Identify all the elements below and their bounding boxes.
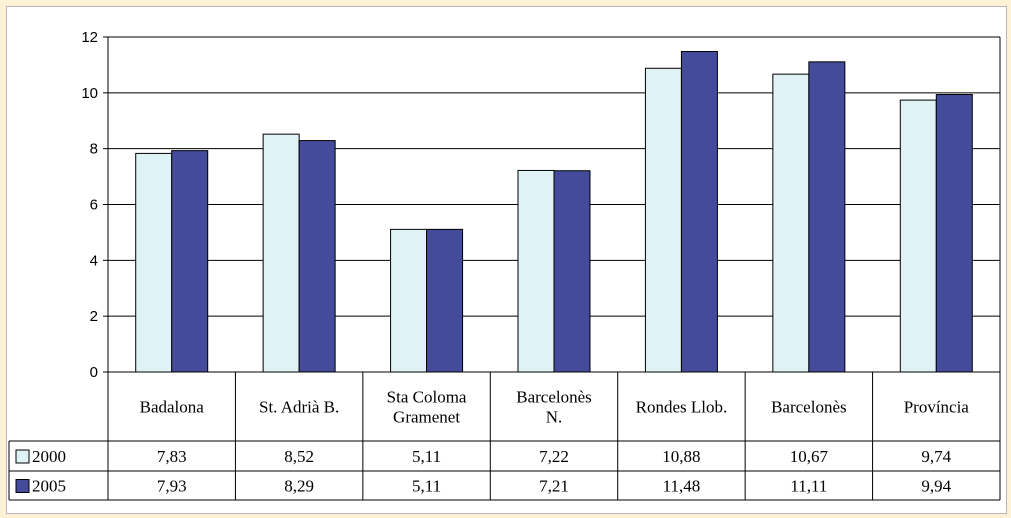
y-tick-label-0: 0 (90, 364, 98, 381)
y-tick-label-2: 4 (90, 252, 98, 269)
data-label-2005-1: 8,29 (284, 477, 314, 496)
data-label-2000-5: 10,67 (790, 447, 829, 466)
bar-2005-3 (553, 170, 591, 373)
legend-key-2000 (15, 449, 30, 464)
data-label-2000-1: 8,52 (284, 447, 314, 466)
category-label-1: St. Adrià B. (259, 398, 339, 417)
legend-label-2005: 2005 (32, 477, 66, 496)
bar-2000-0 (135, 152, 173, 373)
bar-chart: 0 2 4 6 8 10 12 Badalona St. Adrià B. Sta ColomaG… (8, 29, 1001, 501)
category-label-6: Província (904, 398, 970, 417)
y-tick-label-1: 2 (90, 308, 98, 325)
y-tick-label-6: 12 (81, 29, 98, 46)
bar-2000-4 (644, 67, 682, 373)
data-label-2005-6: 9,94 (921, 477, 951, 496)
data-label-2000-6: 9,74 (921, 447, 951, 466)
data-label-2005-2: 5,11 (412, 477, 441, 496)
y-tick-label-4: 8 (90, 141, 98, 158)
data-label-2000-4: 10,88 (662, 447, 700, 466)
bar-2005-0 (171, 150, 209, 373)
data-label-2005-3: 7,21 (539, 477, 569, 496)
data-label-2005-0: 7,93 (157, 477, 187, 496)
bar-2005-1 (298, 140, 336, 373)
y-tick-label-5: 10 (81, 85, 98, 102)
category-label-3-line-0: Barcelonès (516, 388, 592, 407)
category-label-2-line-0: Sta Coloma (387, 388, 467, 407)
category-label-0: Badalona (140, 398, 205, 417)
bar-2000-5 (772, 73, 810, 373)
data-label-2000-3: 7,22 (539, 447, 569, 466)
data-label-2005-4: 11,48 (663, 477, 701, 496)
data-label-2000-0: 7,83 (157, 447, 187, 466)
data-label-2000-2: 5,11 (412, 447, 441, 466)
data-label-2005-5: 11,11 (790, 477, 827, 496)
chart-frame: 0 2 4 6 8 10 12 Badalona St. Adrià B. Sta Coloma G… (6, 6, 1007, 514)
bar-2000-3 (517, 169, 555, 373)
bar-2000-1 (262, 133, 300, 373)
category-label-5: Barcelonès (771, 398, 847, 417)
legend-label-2000: 2000 (32, 447, 66, 466)
bar-2000-6 (899, 99, 937, 373)
y-tick-label-3: 6 (90, 197, 98, 214)
category-label-2-line-1: Gramenet (393, 408, 460, 427)
category-label-3-line-1: N. (546, 408, 563, 427)
bar-2005-4 (680, 51, 718, 373)
legend-key-2005 (15, 479, 30, 493)
bar-2005-5 (808, 61, 846, 373)
category-label-4: Rondes Llob. (636, 398, 728, 417)
bar-2000-2 (390, 228, 428, 373)
bar-2005-2 (426, 228, 464, 373)
bar-2005-6 (935, 94, 973, 373)
